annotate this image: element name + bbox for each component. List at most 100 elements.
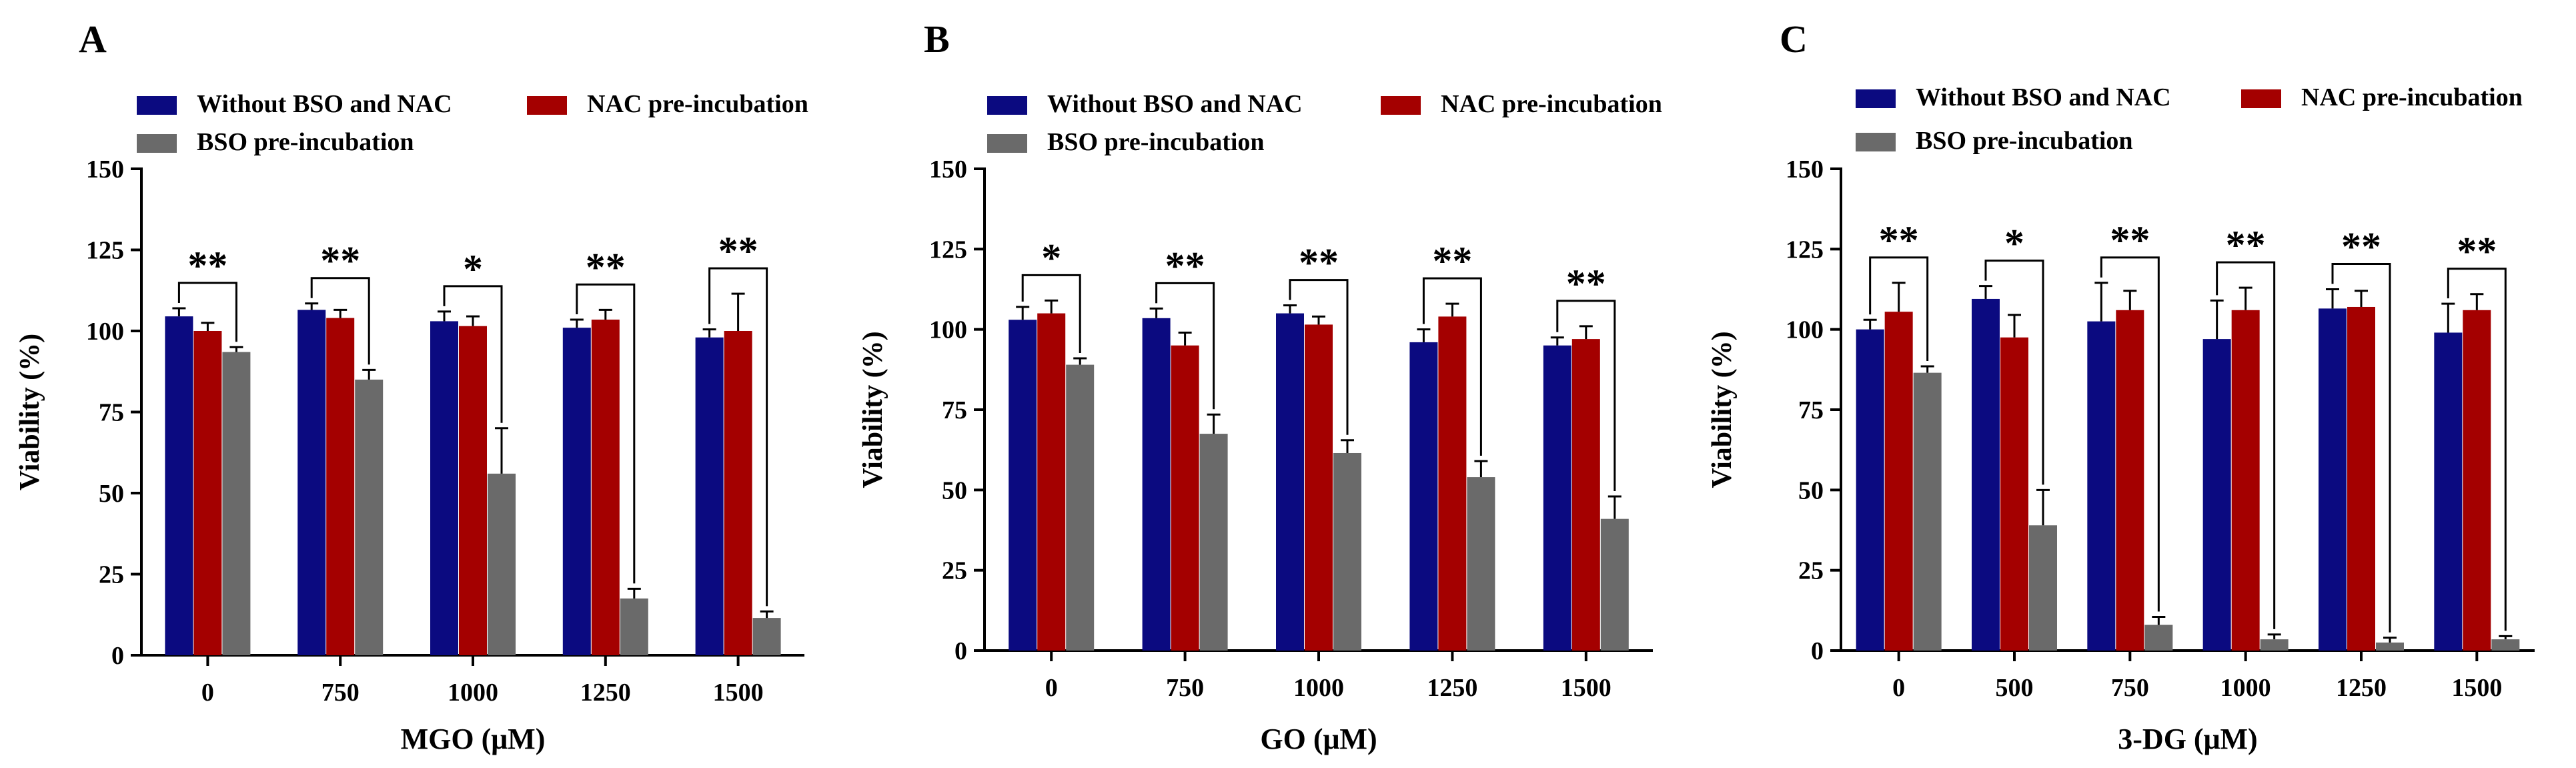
bar	[1884, 312, 1913, 651]
legend-label-1: Without BSO and NAC	[1047, 90, 1303, 118]
x-tick-label: 1250	[2336, 674, 2387, 702]
bar	[2116, 310, 2144, 651]
y-tick-label: 50	[1798, 476, 1824, 504]
bar	[165, 316, 193, 655]
legend-swatch-3	[1856, 133, 1896, 151]
y-tick-label: 125	[1786, 236, 1824, 264]
significance-mark: **	[2226, 223, 2266, 267]
bar	[2319, 308, 2347, 651]
significance-bracket	[576, 283, 636, 584]
bar	[459, 326, 487, 655]
panel-a: A Without BSO and NAC NAC pre-incubation BS…	[15, 17, 808, 755]
y-tick-label: 150	[86, 155, 124, 183]
bar	[430, 321, 458, 655]
bar	[2491, 639, 2520, 651]
bar	[2463, 310, 2491, 651]
significance-bracket	[2447, 268, 2507, 631]
bar	[724, 331, 752, 655]
bar	[1009, 320, 1037, 651]
x-axis-label: GO (μM)	[1260, 723, 1377, 755]
x-axis-label: MGO (μM)	[401, 723, 546, 755]
legend-swatch-1	[137, 96, 177, 115]
significance-mark: **	[586, 245, 626, 289]
x-tick-label: 0	[1892, 674, 1905, 702]
y-axis-label: Viability (%)	[1707, 331, 1738, 488]
bar	[2434, 332, 2463, 651]
legend-label-2: NAC pre-incubation	[1441, 90, 1662, 118]
significance-bracket	[443, 285, 503, 423]
significance-bracket	[1869, 256, 1929, 362]
bar	[1199, 434, 1228, 651]
x-tick-label: 1000	[1293, 674, 1344, 702]
panel-label: B	[924, 17, 950, 61]
legend-swatch-2	[2241, 89, 2281, 108]
significance-mark: *	[463, 247, 483, 291]
significance-bracket	[2216, 261, 2276, 629]
legend-swatch-3	[987, 134, 1027, 153]
bar	[1438, 316, 1467, 651]
y-tick-label: 0	[954, 637, 967, 665]
y-tick-label: 150	[1786, 155, 1824, 183]
x-tick-label: 1500	[2451, 674, 2502, 702]
y-axis-label: Viability (%)	[15, 334, 45, 490]
x-tick-label: 1000	[2220, 674, 2271, 702]
x-tick-label: 0	[1045, 674, 1058, 702]
significance-bracket	[708, 267, 768, 607]
significance-mark: *	[1041, 236, 1061, 280]
significance-bracket	[177, 282, 237, 342]
x-tick-label: 500	[1996, 674, 2034, 702]
significance-bracket	[1556, 300, 1616, 491]
significance-mark: **	[1299, 241, 1339, 285]
significance-bracket	[1155, 282, 1215, 410]
significance-mark: **	[2341, 225, 2381, 269]
x-tick-label: 1000	[448, 679, 498, 707]
significance-mark: **	[1566, 262, 1606, 306]
legend-swatch-1	[1856, 89, 1896, 108]
y-tick-label: 75	[942, 396, 967, 424]
x-tick-label: 1500	[713, 679, 764, 707]
bar	[1600, 518, 1629, 651]
x-tick-label: 1250	[1427, 674, 1477, 702]
y-tick-label: 100	[929, 316, 967, 344]
y-tick-label: 150	[929, 155, 967, 183]
significance-mark: **	[1879, 218, 1919, 262]
x-tick-label: 0	[201, 679, 214, 707]
legend-label-3: BSO pre-incubation	[1047, 128, 1265, 156]
bar	[1066, 364, 1095, 651]
legend-label-3: BSO pre-incubation	[197, 128, 414, 156]
bar	[1972, 298, 2000, 651]
panel-label: A	[79, 17, 107, 61]
significance-bracket	[310, 277, 370, 365]
bar	[2202, 339, 2231, 651]
significance-bracket	[2331, 263, 2391, 633]
bar	[326, 318, 355, 655]
significance-mark: **	[2110, 218, 2150, 262]
bar	[1171, 345, 1199, 651]
bar	[1276, 313, 1304, 651]
bar	[752, 618, 781, 655]
legend-swatch-2	[527, 96, 567, 115]
bar	[1571, 339, 1600, 651]
bar	[1142, 318, 1171, 651]
bar	[222, 352, 251, 655]
bar	[193, 331, 222, 655]
panel-c: C Without BSO and NAC NAC pre-incubation BS…	[1707, 17, 2535, 755]
y-tick-label: 100	[86, 318, 124, 346]
y-tick-label: 100	[1786, 316, 1824, 344]
x-tick-label: 750	[1166, 674, 1204, 702]
bar	[2347, 306, 2375, 651]
panel-b: B Without BSO and NAC NAC pre-incubation BS…	[858, 17, 1662, 755]
bar	[2144, 625, 2173, 651]
bar	[1856, 329, 1884, 651]
significance-bracket	[1289, 279, 1349, 435]
bar	[2000, 337, 2028, 651]
y-tick-label: 0	[1811, 637, 1824, 665]
y-tick-label: 50	[942, 476, 967, 504]
bar	[1467, 477, 1495, 651]
significance-mark: **	[1165, 244, 1205, 288]
y-tick-label: 125	[929, 236, 967, 264]
bar	[620, 598, 648, 655]
bar	[1913, 372, 1942, 651]
x-axis-label: 3-DG (μM)	[2118, 723, 2257, 755]
bar	[1037, 313, 1066, 651]
